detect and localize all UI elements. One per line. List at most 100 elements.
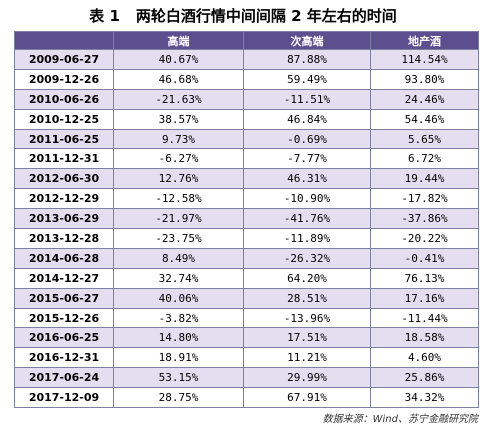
table-row: 2012-06-30 12.76% 46.31% 19.44% xyxy=(14,168,479,190)
value-cell: -20.22% xyxy=(370,228,479,249)
value-cell: 46.84% xyxy=(243,108,371,130)
header-cell: 高端 xyxy=(113,31,244,50)
value-cell: 59.49% xyxy=(243,68,371,90)
value-cell: -23.75% xyxy=(113,228,244,249)
table-row: 2011-12-31 -6.27% -7.77% 6.72% xyxy=(14,148,479,170)
table-row: 2013-12-28 -23.75% -11.89% -20.22% xyxy=(14,228,479,249)
date-cell: 2016-12-31 xyxy=(14,347,114,369)
value-cell: 17.51% xyxy=(243,327,371,349)
value-cell: 8.49% xyxy=(113,247,244,269)
value-cell: 67.91% xyxy=(243,387,371,409)
value-cell: 46.31% xyxy=(243,168,371,190)
value-cell: 87.88% xyxy=(243,49,371,70)
table-row: 2009-12-26 46.68% 59.49% 93.80% xyxy=(14,68,479,90)
title: 表 1 两轮白酒行情中间间隔 2 年左右的时间 xyxy=(0,5,486,26)
value-cell: 9.73% xyxy=(113,128,244,150)
value-cell: 64.20% xyxy=(243,267,371,289)
value-cell: -21.97% xyxy=(113,208,244,230)
date-cell: 2009-06-27 xyxy=(14,49,114,70)
table-row: 2014-06-28 8.49% -26.32% -0.41% xyxy=(14,247,479,269)
date-cell: 2015-06-27 xyxy=(14,287,114,309)
value-cell: 32.74% xyxy=(113,267,244,289)
date-cell: 2014-06-28 xyxy=(14,247,114,269)
value-cell: -6.27% xyxy=(113,148,244,170)
value-cell: 11.21% xyxy=(243,347,371,369)
table-row: 2017-12-09 28.75% 67.91% 34.32% xyxy=(14,387,479,409)
value-cell: -17.82% xyxy=(370,188,479,210)
value-cell: -11.89% xyxy=(243,228,371,249)
date-cell: 2011-12-31 xyxy=(14,148,114,170)
table-row: 2009-06-27 40.67% 87.88% 114.54% xyxy=(14,49,479,70)
header-cell: 次高端 xyxy=(243,31,371,50)
value-cell: 12.76% xyxy=(113,168,244,190)
header-cell: 地产酒 xyxy=(370,31,479,50)
value-cell: 28.75% xyxy=(113,387,244,409)
header-row: 高端 次高端 地产酒 xyxy=(14,31,479,50)
value-cell: 6.72% xyxy=(370,148,479,170)
value-cell: -41.76% xyxy=(243,208,371,230)
table-body: 2009-06-27 40.67% 87.88% 114.54% 2009-12-26 4… xyxy=(14,49,479,409)
source: 数据来源：Wind、苏宁金融研究院 xyxy=(322,414,478,425)
table-row: 2017-06-24 53.15% 29.99% 25.86% xyxy=(14,367,479,389)
value-cell: -37.86% xyxy=(370,208,479,230)
value-cell: 46.68% xyxy=(113,68,244,90)
table-title: 两轮白酒行情中间间隔 2 年左右的时间 xyxy=(135,7,397,25)
value-cell: -21.63% xyxy=(113,88,244,110)
table-number: 表 1 xyxy=(89,7,120,25)
value-cell: 54.46% xyxy=(370,108,479,130)
value-cell: 53.15% xyxy=(113,367,244,389)
date-cell: 2012-06-30 xyxy=(14,168,114,190)
date-cell: 2010-12-25 xyxy=(14,108,114,130)
table-row: 2012-12-29 -12.58% -10.90% -17.82% xyxy=(14,188,479,210)
value-cell: -12.58% xyxy=(113,188,244,210)
table-row: 2016-06-25 14.80% 17.51% 18.58% xyxy=(14,327,479,349)
value-cell: 114.54% xyxy=(370,49,479,70)
value-cell: 76.13% xyxy=(370,267,479,289)
value-cell: 25.86% xyxy=(370,367,479,389)
date-cell: 2015-12-26 xyxy=(14,307,114,329)
value-cell: 40.06% xyxy=(113,287,244,309)
value-cell: -11.44% xyxy=(370,307,479,329)
value-cell: 29.99% xyxy=(243,367,371,389)
value-cell: 18.91% xyxy=(113,347,244,369)
header-cell xyxy=(14,31,114,50)
table-row: 2011-06-25 9.73% -0.69% 5.65% xyxy=(14,128,479,150)
value-cell: 14.80% xyxy=(113,327,244,349)
value-cell: -3.82% xyxy=(113,307,244,329)
value-cell: -0.69% xyxy=(243,128,371,150)
date-cell: 2013-12-28 xyxy=(14,228,114,249)
date-cell: 2014-12-27 xyxy=(14,267,114,289)
value-cell: 4.60% xyxy=(370,347,479,369)
value-cell: -10.90% xyxy=(243,188,371,210)
date-cell: 2013-06-29 xyxy=(14,208,114,230)
date-cell: 2009-12-26 xyxy=(14,68,114,90)
value-cell: -13.96% xyxy=(243,307,371,329)
table-row: 2010-12-25 38.57% 46.84% 54.46% xyxy=(14,108,479,130)
date-cell: 2012-12-29 xyxy=(14,188,114,210)
value-cell: -26.32% xyxy=(243,247,371,269)
date-cell: 2016-06-25 xyxy=(14,327,114,349)
value-cell: 17.16% xyxy=(370,287,479,309)
date-cell: 2011-06-25 xyxy=(14,128,114,150)
table-row: 2010-06-26 -21.63% -11.51% 24.46% xyxy=(14,88,479,110)
table-row: 2013-06-29 -21.97% -41.76% -37.86% xyxy=(14,208,479,230)
table-row: 2015-12-26 -3.82% -13.96% -11.44% xyxy=(14,307,479,329)
table-row: 2014-12-27 32.74% 64.20% 76.13% xyxy=(14,267,479,289)
value-cell: 38.57% xyxy=(113,108,244,130)
value-cell: -11.51% xyxy=(243,88,371,110)
date-cell: 2010-06-26 xyxy=(14,88,114,110)
table-row: 2016-12-31 18.91% 11.21% 4.60% xyxy=(14,347,479,369)
table-row: 2015-06-27 40.06% 28.51% 17.16% xyxy=(14,287,479,309)
date-cell: 2017-06-24 xyxy=(14,367,114,389)
value-cell: 24.46% xyxy=(370,88,479,110)
value-cell: 93.80% xyxy=(370,68,479,90)
value-cell: 34.32% xyxy=(370,387,479,409)
value-cell: 5.65% xyxy=(370,128,479,150)
value-cell: 28.51% xyxy=(243,287,371,309)
date-cell: 2017-12-09 xyxy=(14,387,114,409)
value-cell: 18.58% xyxy=(370,327,479,349)
value-cell: 40.67% xyxy=(113,49,244,70)
data-table: 高端 次高端 地产酒 2009-06-27 40.67% 87.88% 114.54% 20… xyxy=(14,31,479,409)
value-cell: 19.44% xyxy=(370,168,479,190)
